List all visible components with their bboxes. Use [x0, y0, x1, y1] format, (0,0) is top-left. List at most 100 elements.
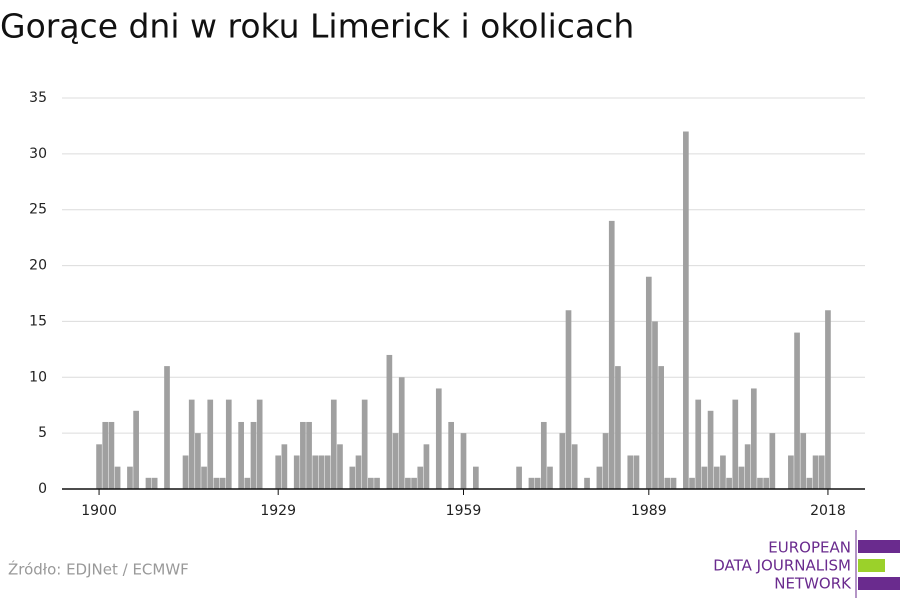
bar [275, 455, 282, 489]
x-tick-label: 1929 [260, 503, 296, 519]
bar [559, 433, 566, 489]
bar [355, 455, 362, 489]
y-tick-label: 25 [29, 202, 47, 218]
bar [800, 433, 807, 489]
bar [293, 455, 300, 489]
bar [114, 466, 121, 489]
x-tick-label: 1989 [631, 503, 667, 519]
bar [374, 477, 380, 489]
bar [584, 477, 590, 489]
bar [213, 477, 220, 489]
bar [547, 466, 553, 489]
bar [386, 354, 393, 489]
bar [219, 477, 226, 489]
bar [300, 421, 306, 489]
logo-bar [858, 540, 900, 553]
bar [627, 455, 634, 489]
bar [201, 466, 207, 489]
bar [337, 444, 343, 489]
bar [818, 455, 825, 489]
bar [707, 410, 714, 489]
bar [188, 399, 195, 489]
bar [324, 455, 331, 489]
bar [182, 455, 189, 489]
x-tick-label: 2018 [810, 503, 846, 519]
bar [312, 455, 319, 489]
bar [683, 131, 689, 489]
bar [689, 477, 695, 489]
bar [571, 444, 578, 489]
bar [664, 477, 671, 489]
logo-text: NETWORK [774, 575, 852, 593]
bar [794, 332, 800, 489]
bar [750, 388, 757, 489]
bar [608, 220, 615, 489]
bar [806, 477, 813, 489]
bar [195, 433, 201, 489]
bar [330, 399, 337, 489]
bar [306, 421, 312, 489]
bar [726, 477, 732, 489]
bar [473, 466, 479, 489]
bar [528, 477, 535, 489]
bar [713, 466, 720, 489]
bar [250, 421, 257, 489]
y-tick-label: 35 [29, 90, 47, 106]
bar [102, 421, 109, 489]
bar [596, 466, 603, 489]
bar [565, 310, 572, 489]
bar [361, 399, 368, 489]
bar [534, 477, 541, 489]
bar [417, 466, 424, 489]
bar [540, 421, 547, 489]
bar [133, 410, 139, 489]
bar [225, 399, 232, 489]
bar [720, 455, 726, 489]
bar [398, 377, 405, 489]
bar [411, 477, 417, 489]
bar [127, 466, 133, 489]
bar [448, 421, 454, 489]
x-tick-label: 1959 [446, 503, 482, 519]
bar [615, 366, 621, 489]
bar [658, 366, 665, 489]
y-tick-label: 20 [29, 258, 47, 274]
chart-title: Gorące dni w roku Limerick i okolicach [0, 7, 634, 46]
y-tick-label: 15 [29, 313, 47, 329]
bar [652, 321, 658, 489]
x-tick-label: 1900 [81, 503, 117, 519]
y-tick-label: 5 [38, 425, 47, 441]
bar [151, 477, 158, 489]
bar [460, 433, 467, 489]
bar [318, 455, 325, 489]
bar [757, 477, 763, 489]
bar [744, 444, 751, 489]
bar [164, 366, 170, 489]
bar [435, 388, 442, 489]
bar [670, 477, 677, 489]
bar [701, 466, 708, 489]
bar [732, 399, 739, 489]
bar [238, 421, 244, 489]
bar [738, 466, 745, 489]
logo-text: EUROPEAN [768, 539, 851, 557]
bar [368, 477, 374, 489]
bar [769, 433, 776, 489]
bar [825, 310, 831, 489]
bar [256, 399, 263, 489]
logo-bar [858, 559, 885, 572]
y-tick-label: 30 [29, 146, 47, 162]
source: Źródło: EDJNet / ECMWF [8, 560, 189, 579]
logo-text: DATA JOURNALISM [713, 557, 851, 575]
bar [207, 399, 214, 489]
bar [516, 466, 522, 489]
bar [281, 444, 288, 489]
bar [349, 466, 356, 489]
bar [695, 399, 702, 489]
bar [145, 477, 152, 489]
logo-bar [858, 577, 900, 590]
bar [602, 433, 609, 489]
bar [392, 433, 399, 489]
bar [645, 276, 652, 489]
